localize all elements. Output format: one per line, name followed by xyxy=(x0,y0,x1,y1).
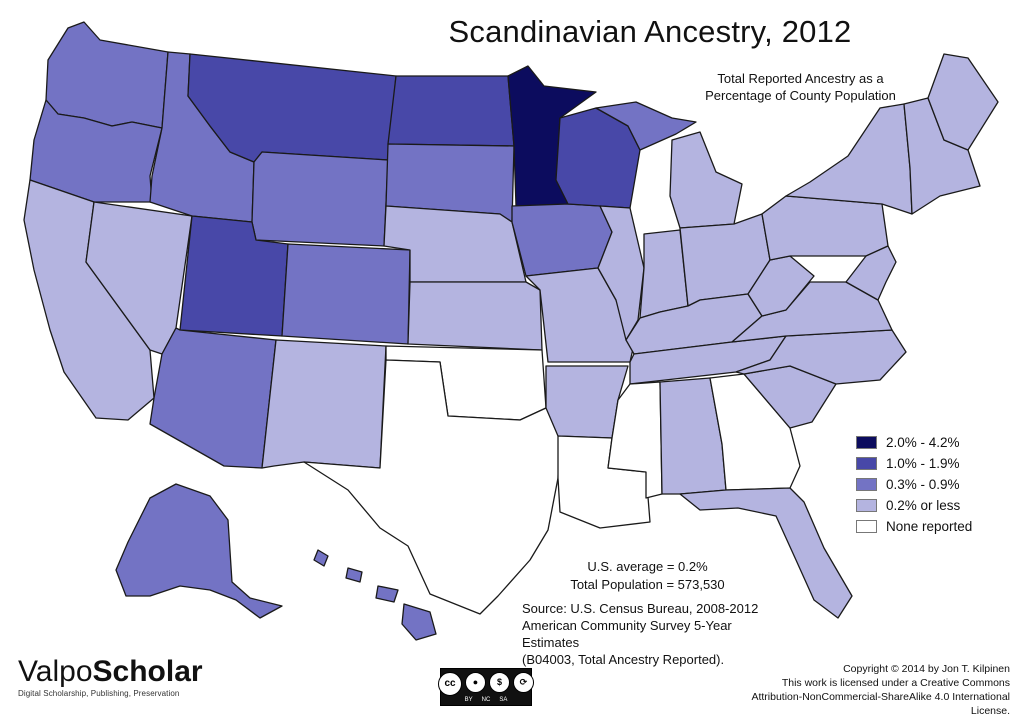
region-new-york xyxy=(785,103,913,215)
region-pennsylvania xyxy=(761,195,889,261)
region-north-dakota xyxy=(387,75,515,147)
legend-label: 1.0% - 1.9% xyxy=(886,456,960,471)
subtitle-line: Percentage of County Population xyxy=(705,88,896,103)
region-hawaii xyxy=(313,549,437,641)
region-colorado xyxy=(281,243,411,345)
cc-labels: BY NC SA xyxy=(465,697,508,703)
source-line: American Community Survey 5-Year Estimat… xyxy=(522,618,732,650)
legend-item: None reported xyxy=(856,516,1016,537)
region-north-carolina xyxy=(735,329,907,385)
sharealike-circular-arrow-icon: ⟳ xyxy=(513,671,534,693)
logo-part-1: Valpo xyxy=(18,655,93,688)
legend-swatch xyxy=(856,457,877,470)
map-title: Scandinavian Ancestry, 2012 xyxy=(448,14,852,49)
region-maine xyxy=(927,53,999,151)
source-line: (B04003, Total Ancestry Reported). xyxy=(522,652,725,667)
legend-item: 0.2% or less xyxy=(856,495,1016,516)
legend-swatch xyxy=(856,436,877,449)
copyright-line: Copyright © 2014 by Jon T. Kilpinen xyxy=(843,663,1010,675)
creative-commons-badge: cc ● $ ⟳ BY NC SA xyxy=(438,668,534,706)
us-average-text: U.S. average = 0.2% xyxy=(587,559,708,574)
valposcholar-logo: ValpoScholar Digital Scholarship, Publis… xyxy=(18,656,258,699)
legend-label: None reported xyxy=(886,519,973,534)
cc-label: SA xyxy=(499,696,508,703)
cc-label: BY xyxy=(464,696,473,703)
region-alaska xyxy=(115,483,283,619)
source-note: Source: U.S. Census Bureau, 2008-2012 Am… xyxy=(522,600,782,668)
legend-item: 2.0% - 4.2% xyxy=(856,432,1016,453)
copyright-line: Attribution-NonCommercial-ShareAlike 4.0… xyxy=(751,691,1010,717)
legend-item: 0.3% - 0.9% xyxy=(856,474,1016,495)
logo-wordmark: ValpoScholar xyxy=(18,656,258,688)
cc-icon: cc xyxy=(438,671,462,696)
legend-swatch xyxy=(856,520,877,533)
legend: 2.0% - 4.2% 1.0% - 1.9% 0.3% - 0.9% 0.2%… xyxy=(856,432,1016,537)
region-arizona xyxy=(149,327,277,469)
region-florida xyxy=(679,487,853,619)
legend-label: 0.2% or less xyxy=(886,498,961,513)
region-oregon xyxy=(29,99,163,203)
region-iowa xyxy=(511,203,613,277)
attribution-person-icon: ● xyxy=(465,671,486,693)
region-wyoming xyxy=(251,151,389,247)
noncommercial-dollar-icon: $ xyxy=(489,671,510,693)
map-subtitle: Total Reported Ancestry as a Percentage … xyxy=(688,70,913,104)
legend-item: 1.0% - 1.9% xyxy=(856,453,1016,474)
region-indiana xyxy=(639,229,689,319)
region-texas xyxy=(303,359,561,615)
copyright-line: This work is licensed under a Creative C… xyxy=(781,677,1010,689)
logo-part-2: Scholar xyxy=(92,655,203,688)
summary-stats: U.S. average = 0.2% Total Population = 5… xyxy=(560,558,735,594)
logo-tagline: Digital Scholarship, Publishing, Preserv… xyxy=(18,689,180,698)
region-mid-atlantic xyxy=(845,245,897,301)
region-michigan-upper xyxy=(595,101,697,151)
legend-label: 0.3% - 0.9% xyxy=(886,477,960,492)
source-line: Source: U.S. Census Bureau, 2008-2012 xyxy=(522,601,759,616)
copyright-notice: Copyright © 2014 by Jon T. Kilpinen This… xyxy=(740,662,1010,718)
region-kansas xyxy=(407,281,543,351)
legend-swatch xyxy=(856,499,877,512)
subtitle-line: Total Reported Ancestry as a xyxy=(717,71,884,86)
legend-label: 2.0% - 4.2% xyxy=(886,435,960,450)
legend-swatch xyxy=(856,478,877,491)
region-michigan-lower xyxy=(669,131,743,229)
cc-icons: cc ● $ ⟳ xyxy=(438,671,534,696)
region-new-mexico xyxy=(261,339,387,469)
cc-label: NC xyxy=(481,696,491,703)
total-population-text: Total Population = 573,530 xyxy=(570,577,725,592)
